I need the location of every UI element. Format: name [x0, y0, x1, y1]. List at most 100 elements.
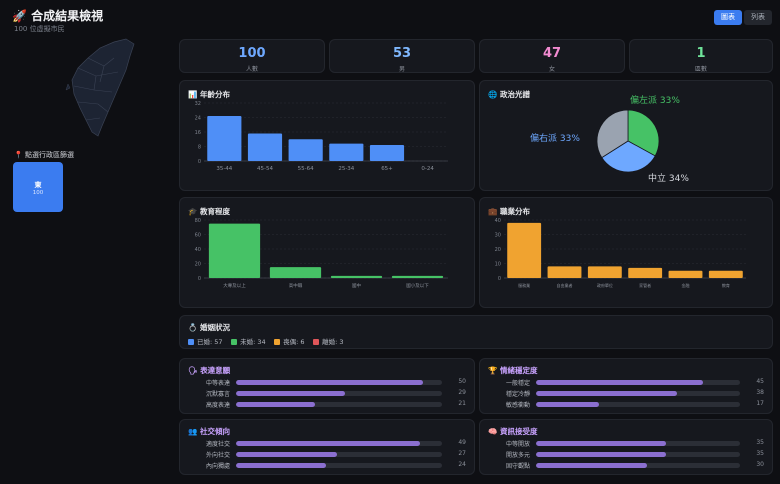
x-tick-label: 0-24 — [421, 166, 434, 172]
bar — [329, 143, 364, 161]
pie-label: 偏左派 33% — [630, 94, 680, 106]
bar — [288, 139, 323, 161]
trait-bar — [236, 463, 326, 468]
pie-label: 偏右派 33% — [530, 132, 580, 144]
y-tick-label: 20 — [495, 247, 501, 253]
stat-value: 1 — [696, 46, 706, 61]
age-chart-title: 📊 年齡分布 — [188, 90, 230, 99]
legend-swatch — [274, 339, 281, 345]
trophy-icon: 🏆 — [488, 366, 498, 375]
legend-divorced: 離婚: 3 — [313, 336, 344, 346]
trait-row: 固守觀點 30 — [505, 461, 764, 470]
list-view-button[interactable]: 列表 — [744, 10, 772, 25]
bar — [391, 275, 444, 278]
region-filter-label: 📍 點選行政區篩選 — [14, 151, 74, 159]
pie-slice — [596, 109, 629, 159]
trait-bar — [536, 391, 677, 396]
y-tick-label: 8 — [198, 145, 201, 151]
stat-value: 100 — [238, 46, 266, 61]
trait-row: 開放多元 35 — [505, 450, 764, 459]
legend-widowed: 喪偶: 6 — [274, 336, 305, 346]
y-tick-label: 30 — [495, 233, 501, 239]
occupation-chart-title: 💼 職業分布 — [488, 207, 530, 216]
x-tick-label: 55-64 — [298, 166, 314, 172]
bar — [587, 266, 622, 278]
page-subtitle: 100 位虛擬市民 — [14, 25, 65, 33]
education-chart-card: 🎓 教育程度 0 20 40 60 80 大專及以上 高中職 國中 國小及以下 — [179, 197, 475, 308]
trait-bar — [236, 441, 420, 446]
bar-chart-icon: 📊 — [188, 90, 198, 99]
rocket-icon: 🚀 — [12, 9, 27, 23]
trait-card-emotion: 🏆 情緒穩定度 一般穩定 45 穩定冷靜 38 敏感衝動 17 — [479, 358, 773, 414]
trait-bar — [536, 402, 600, 407]
x-tick-label: 政府單位 — [597, 282, 613, 288]
trait-bar — [236, 452, 338, 457]
region-count: 100 — [32, 190, 44, 196]
y-tick-label: 40 — [495, 218, 501, 224]
politics-chart-card: 🌐 政治光譜 偏左派 33% 偏右派 33% 中立 34% — [479, 80, 773, 191]
trait-title: 👥 社交傾向 — [188, 427, 230, 436]
bar — [547, 266, 582, 278]
x-tick-label: 35-44 — [216, 166, 232, 172]
taiwan-map[interactable] — [56, 36, 148, 140]
stat-card-districts: 1 區數 — [629, 39, 773, 73]
education-chart-title: 🎓 教育程度 — [188, 207, 230, 216]
trait-row: 外向社交 27 — [205, 450, 466, 459]
stat-card-total: 100 人數 — [179, 39, 325, 73]
trait-bar — [236, 391, 345, 396]
stat-label: 女 — [548, 66, 555, 73]
bar — [507, 222, 542, 278]
bar — [247, 133, 283, 161]
y-tick-label: 0 — [198, 276, 201, 282]
brain-icon: 🧠 — [488, 427, 498, 436]
education-bar-chart: 0 20 40 60 80 大專及以上 高中職 國中 國小及以下 — [195, 218, 448, 289]
stat-card-male: 53 男 — [329, 39, 475, 73]
y-tick-label: 0 — [198, 159, 201, 165]
y-tick-label: 60 — [195, 233, 201, 239]
stat-label: 人數 — [245, 66, 258, 73]
marriage-title: 💍 婚姻狀況 — [188, 323, 230, 332]
legend-married: 已婚: 57 — [188, 336, 223, 346]
x-tick-label: 25-34 — [338, 166, 354, 172]
bar — [208, 223, 261, 278]
bar — [369, 145, 405, 161]
region-button[interactable]: 東 100 — [13, 162, 63, 212]
y-tick-label: 24 — [195, 116, 201, 122]
legend-swatch — [231, 339, 238, 345]
x-tick-label: 大專及以上 — [223, 282, 246, 289]
trait-bar — [236, 380, 424, 385]
bar — [708, 270, 743, 278]
x-tick-label: 教育 — [722, 282, 730, 288]
pin-icon: 📍 — [14, 151, 23, 159]
y-tick-label: 0 — [498, 276, 501, 282]
trait-title: 🗣 表達意願 — [188, 366, 231, 375]
x-tick-label: 服務業 — [518, 282, 530, 288]
x-tick-label: 國小及以下 — [406, 282, 429, 289]
bar — [330, 275, 383, 278]
graduation-cap-icon: 🎓 — [188, 207, 198, 216]
trait-card-information: 🧠 資訊接受度 中等開放 35 開放多元 35 固守觀點 30 — [479, 419, 773, 475]
people-icon: 👥 — [188, 427, 198, 436]
age-chart-card: 📊 年齡分布 0 8 16 24 32 35-44 45-54 55-64 25-34 65+ 0-… — [179, 80, 475, 191]
bar — [269, 267, 322, 278]
y-tick-label: 40 — [195, 247, 201, 253]
speech-icon: 🗣 — [188, 366, 198, 375]
trait-bar — [536, 441, 666, 446]
trait-title: 🧠 資訊接受度 — [488, 427, 538, 436]
trait-card-expression: 🗣 表達意願 中等表達 50 沉默寡言 29 高度表達 21 — [179, 358, 475, 414]
bar — [668, 270, 703, 278]
trait-row: 敏感衝動 17 — [505, 400, 764, 409]
y-tick-label: 20 — [195, 262, 201, 268]
x-tick-label: 國中 — [352, 282, 361, 289]
trait-row: 一般穩定 45 — [505, 378, 764, 387]
trait-bar — [536, 452, 666, 457]
trait-row: 穩定冷靜 38 — [505, 389, 764, 398]
trait-row: 中等開放 35 — [505, 439, 764, 448]
bar — [207, 116, 242, 161]
trait-title: 🏆 情緒穩定度 — [488, 366, 538, 375]
age-bar-chart: 0 8 16 24 32 35-44 45-54 55-64 25-34 65+ 0-24 — [195, 101, 448, 172]
ring-icon: 💍 — [188, 323, 198, 332]
chart-view-button[interactable]: 圖表 — [714, 10, 742, 25]
x-tick-label: 高中職 — [289, 282, 303, 289]
pie-slice — [627, 109, 660, 157]
